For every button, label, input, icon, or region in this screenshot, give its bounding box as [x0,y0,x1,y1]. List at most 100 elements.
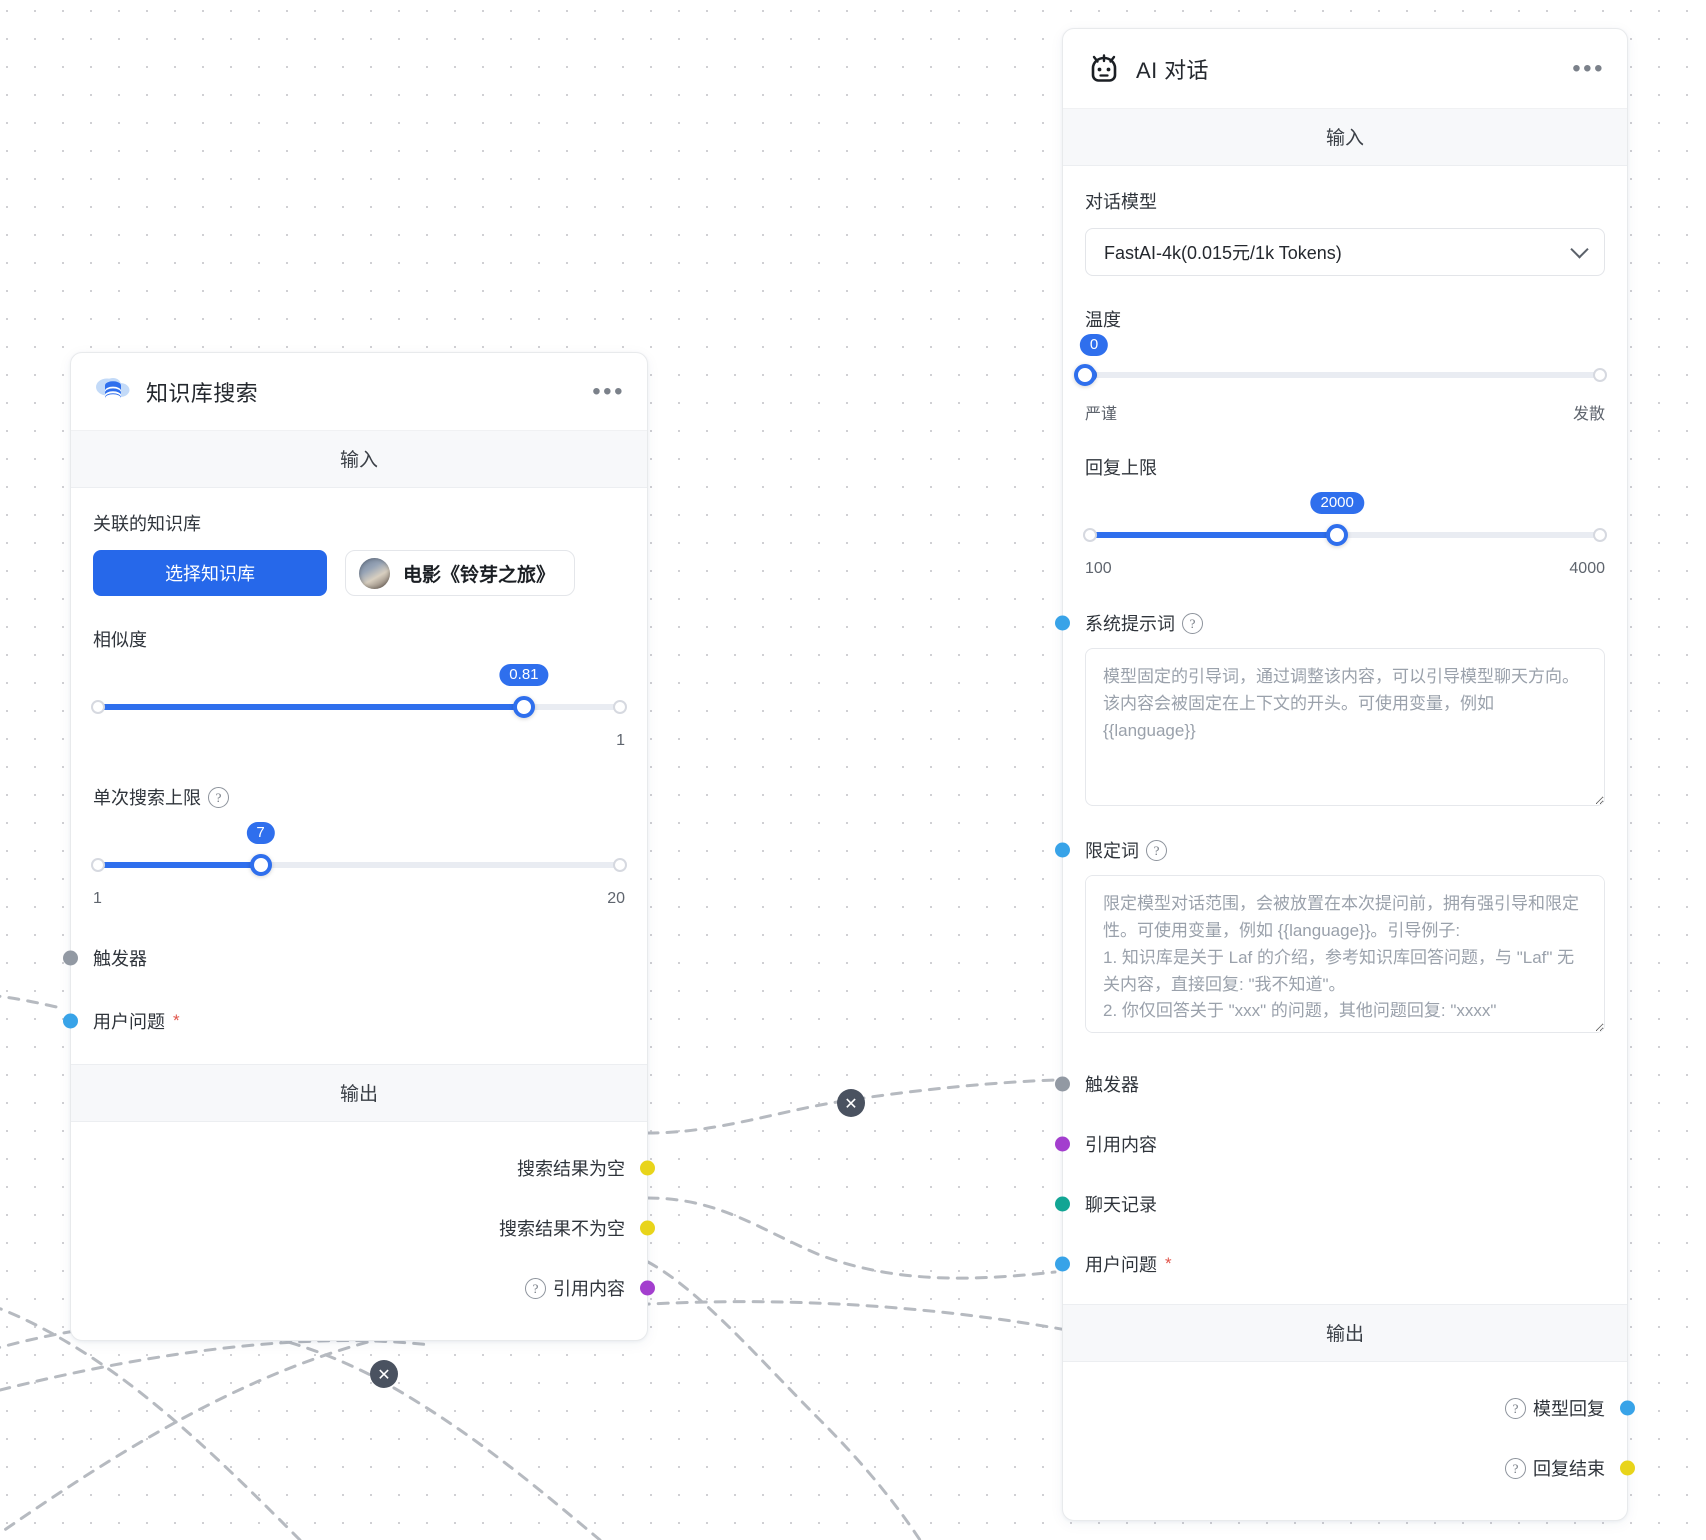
similarity-knob[interactable] [512,696,535,718]
help-icon[interactable]: ? [1182,612,1203,634]
kb-field-label: 关联的知识库 [93,514,201,534]
port-dot-user-question[interactable] [63,1013,78,1029]
limit-track[interactable] [93,862,625,868]
node-body: 对话模型 FastAI-4k(0.015元/1k Tokens) 温度 0 严谨… [1055,166,1627,1304]
output-port-quote-content[interactable]: ? 引用内容 [93,1258,655,1318]
node-more-button[interactable]: ••• [1572,55,1605,82]
maxtokens-max-label: 4000 [1569,560,1605,577]
node-more-button[interactable]: ••• [592,378,625,405]
port-text: 用户问题 [93,1012,165,1032]
qualifier-input[interactable] [1085,875,1605,1033]
help-icon[interactable]: ? [1505,1397,1526,1419]
similarity-scale: 1 [93,732,625,756]
port-dot-system-prompt[interactable] [1055,615,1070,631]
input-port-quote-content[interactable]: 引用内容 [1055,1114,1605,1174]
temperature-slider[interactable]: 0 [1074,334,1607,394]
input-port-trigger[interactable]: 触发器 [63,928,625,988]
node-output-body: 搜索结果为空 搜索结果不为空 ? 引用内容 [71,1122,655,1340]
maxtokens-min-dot [1083,528,1097,542]
input-port-label: 聊天记录 [1085,1195,1157,1215]
model-select-value: FastAI-4k(0.015元/1k Tokens) [1104,243,1342,263]
output-port-label: ? 引用内容 [525,1275,625,1301]
chevron-down-icon [1570,240,1589,259]
edge-delete-button-top[interactable]: ✕ [837,1089,865,1117]
port-dot-empty-result[interactable] [640,1160,655,1176]
temperature-track[interactable] [1085,372,1605,378]
maxtokens-slider[interactable]: 2000 [1083,492,1607,554]
input-port-label: 用户问题 * [1085,1251,1172,1277]
output-port-model-reply[interactable]: ? 模型回复 [1085,1378,1635,1438]
node-ai-chat[interactable]: AI 对话 ••• 输入 对话模型 FastAI-4k(0.015元/1k To… [1055,28,1635,1521]
node-output-body: ? 模型回复 ? 回复结束 [1063,1362,1635,1520]
port-dot-chat-history[interactable] [1055,1196,1070,1212]
select-kb-button[interactable]: 选择知识库 [93,550,327,596]
temperature-value-bubble: 0 [1079,334,1109,356]
maxtokens-scale: 100 4000 [1085,560,1605,584]
maxtokens-value-bubble: 2000 [1310,492,1364,514]
port-text: 引用内容 [553,1279,625,1299]
maxtokens-label: 回复上限 [1085,458,1157,478]
port-text: 系统提示词 [1085,614,1175,634]
temperature-knob[interactable] [1074,364,1096,386]
input-port-qualifier[interactable]: 限定词 ? [1055,837,1605,863]
input-port-user-question[interactable]: 用户问题 * [63,988,625,1054]
maxtokens-min-label: 100 [1085,560,1112,577]
input-port-label: 触发器 [1085,1075,1139,1095]
node-body: 关联的知识库 选择知识库 电影《铃芽之旅》 相似度 0.81 [63,488,647,1064]
similarity-max-dot [613,700,627,714]
input-port-label: 用户问题 * [93,1008,180,1034]
temperature-scale: 严谨 发散 [1085,400,1605,424]
input-port-chat-history[interactable]: 聊天记录 [1055,1174,1605,1234]
input-section-label: 输入 [71,431,647,488]
output-section-label: 输出 [71,1064,647,1122]
input-port-trigger[interactable]: 触发器 [1055,1054,1605,1114]
temperature-label: 温度 [1085,310,1121,330]
port-dot-qualifier[interactable] [1055,842,1070,858]
limit-value-bubble: 7 [246,822,275,844]
output-port-nonempty-result[interactable]: 搜索结果不为空 [93,1198,655,1258]
help-icon[interactable]: ? [1146,839,1167,861]
limit-knob[interactable] [249,854,272,876]
output-port-reply-finished[interactable]: ? 回复结束 [1085,1438,1635,1498]
system-prompt-input[interactable] [1085,648,1605,806]
kb-chip[interactable]: 电影《铃芽之旅》 [345,550,576,596]
port-dot-quote-content[interactable] [1055,1136,1070,1152]
help-icon[interactable]: ? [1505,1457,1526,1479]
port-text: 回复结束 [1533,1459,1605,1479]
port-dot-user-question[interactable] [1055,1256,1070,1272]
required-marker: * [1165,1254,1172,1273]
limit-slider[interactable]: 7 [91,822,627,884]
similarity-slider[interactable]: 0.81 [91,664,627,726]
similarity-label: 相似度 [93,630,147,650]
help-icon[interactable]: ? [525,1277,546,1299]
port-text: 模型回复 [1533,1399,1605,1419]
model-select[interactable]: FastAI-4k(0.015元/1k Tokens) [1085,228,1605,276]
port-dot-quote-content[interactable] [640,1280,655,1296]
input-port-system-prompt[interactable]: 系统提示词 ? [1055,610,1605,636]
input-section-label: 输入 [1063,109,1627,166]
kb-avatar [359,557,390,589]
output-port-label: 搜索结果不为空 [499,1219,625,1239]
maxtokens-max-dot [1593,528,1607,542]
temperature-left-label: 严谨 [1085,406,1118,423]
port-dot-reply-finished[interactable] [1620,1460,1635,1476]
node-dataset-search[interactable]: 知识库搜索 ••• 输入 关联的知识库 选择知识库 电影《铃芽之旅》 相似度 [63,352,655,1341]
kb-chip-label: 电影《铃芽之旅》 [403,564,556,586]
port-dot-nonempty-result[interactable] [640,1220,655,1236]
port-dot-model-reply[interactable] [1620,1400,1635,1416]
output-port-empty-result[interactable]: 搜索结果为空 [93,1138,655,1198]
edge-delete-button-bottom[interactable]: ✕ [370,1360,398,1388]
port-dot-trigger[interactable] [1055,1076,1070,1092]
temperature-right-label: 发散 [1572,406,1605,423]
input-port-user-question[interactable]: 用户问题 * [1055,1234,1605,1294]
input-port-label: 引用内容 [1085,1135,1157,1155]
input-port-label: 触发器 [93,949,147,969]
node-title: 知识库搜索 [146,381,259,406]
help-icon[interactable]: ? [208,786,229,808]
port-dot-trigger[interactable] [63,950,78,966]
limit-min-label: 1 [93,890,102,907]
node-header: 知识库搜索 ••• [71,353,647,431]
maxtokens-knob[interactable] [1326,524,1349,546]
similarity-value-bubble: 0.81 [499,664,549,686]
